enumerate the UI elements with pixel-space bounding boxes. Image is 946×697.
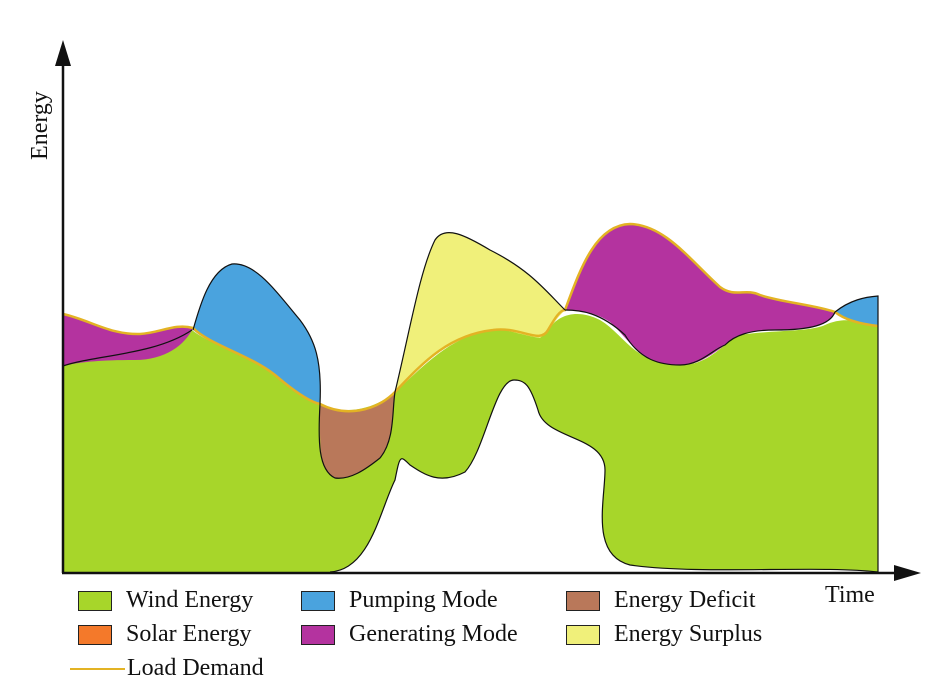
- pumping-mode-swatch: [301, 590, 335, 611]
- legend-label-energy-surplus: Energy Surplus: [614, 621, 763, 647]
- legend-label-load-demand: Load Demand: [127, 655, 264, 681]
- generating-mode-area-left: [63, 314, 193, 366]
- energy-deficit-swatch: [566, 590, 600, 611]
- axes: [55, 40, 921, 581]
- wind-energy-swatch: [78, 590, 112, 611]
- energy-deficit-area: [319, 392, 395, 479]
- solar-energy-swatch: [78, 624, 112, 645]
- legend-item-energy-deficit: Energy Deficit: [566, 587, 756, 614]
- legend-label-energy-deficit: Energy Deficit: [614, 587, 756, 613]
- x-axis-arrowhead: [894, 565, 921, 581]
- y-axis-arrowhead: [55, 40, 71, 66]
- legend-item-solar-energy: Solar Energy: [78, 621, 252, 648]
- energy-surplus-swatch: [566, 624, 600, 645]
- generating-mode-swatch: [301, 624, 335, 645]
- region-outlines: [62, 231, 879, 573]
- pumping-mode-area-middle: [193, 263, 321, 404]
- legend-item-load-demand: Load Demand: [70, 655, 264, 682]
- legend-item-pumping-mode: Pumping Mode: [301, 587, 498, 614]
- legend-label-pumping-mode: Pumping Mode: [349, 587, 498, 613]
- legend-label-solar-energy: Solar Energy: [126, 621, 252, 647]
- x-axis-label: Time: [825, 582, 875, 608]
- legend-label-wind-energy: Wind Energy: [126, 587, 254, 613]
- load-demand-line-swatch: [70, 667, 125, 670]
- legend-item-wind-energy: Wind Energy: [78, 587, 253, 614]
- legend-label-generating-mode: Generating Mode: [349, 621, 518, 647]
- legend-item-energy-surplus: Energy Surplus: [566, 621, 762, 648]
- load-demand-line: [62, 222, 879, 413]
- energy-surplus-area: [395, 232, 565, 392]
- wind-energy-area: [63, 314, 878, 572]
- y-axis-label: Energy: [26, 91, 53, 160]
- legend-item-generating-mode: Generating Mode: [301, 621, 518, 648]
